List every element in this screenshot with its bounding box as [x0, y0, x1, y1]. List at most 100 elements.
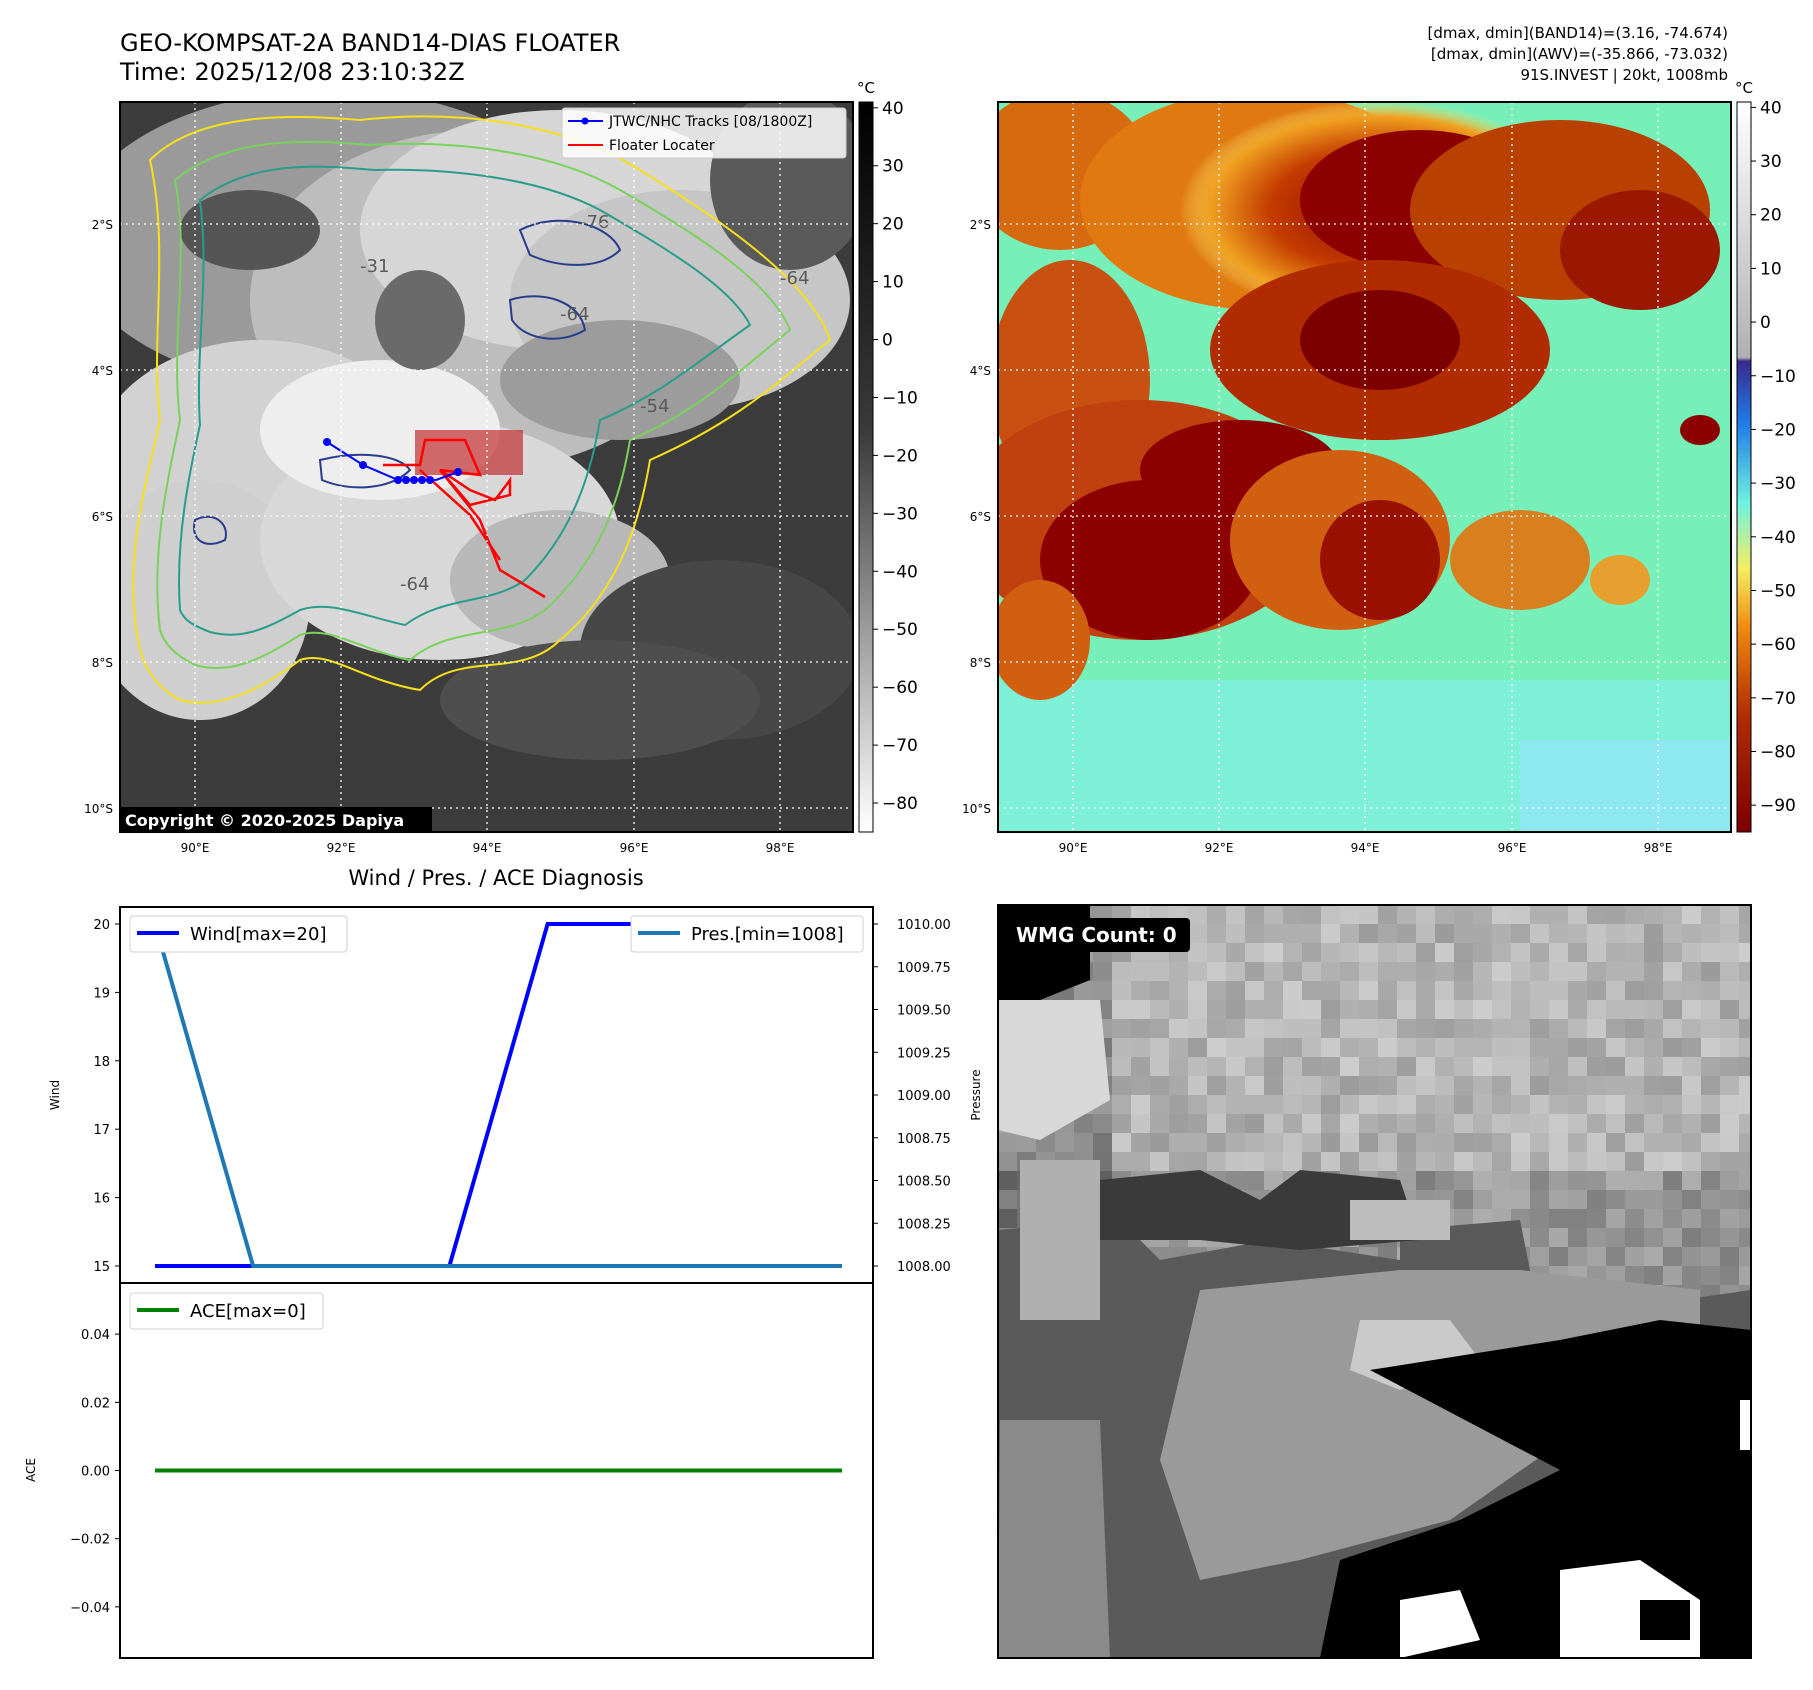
ace-axis-label: ACE — [24, 1458, 38, 1482]
svg-text:8°S: 8°S — [970, 656, 991, 670]
colorbar-tick-label: −90 — [1760, 796, 1796, 816]
ace-legend-label: ACE[max=0] — [190, 1301, 306, 1322]
diagnosis-title: Wind / Pres. / ACE Diagnosis — [348, 866, 643, 890]
pressure-tick-label: 1009.75 — [897, 961, 951, 976]
pressure-tick-label: 1008.00 — [897, 1260, 951, 1275]
ir-legend: JTWC/NHC Tracks [08/1800Z] Floater Locat… — [561, 107, 847, 159]
svg-text:4°S: 4°S — [92, 364, 113, 378]
svg-text:10°S: 10°S — [84, 802, 113, 816]
colorbar-tick-label: 40 — [1760, 98, 1782, 118]
svg-text:92°E: 92°E — [327, 841, 356, 855]
ace-tick-label: 0.00 — [81, 1465, 110, 1480]
colorbar-tick-label: −50 — [1760, 581, 1796, 601]
awv-lat-labels: 2°S 4°S 6°S 8°S 10°S — [962, 218, 991, 816]
pressure-tick-label: 1009.50 — [897, 1004, 951, 1019]
colorbar-tick-label: 10 — [1760, 259, 1782, 279]
legend-floater-label: Floater Locater — [609, 138, 715, 154]
colorbar-tick-label: 40 — [882, 99, 904, 119]
stats-awv: [dmax, dmin](AWV)=(-35.866, -73.032) — [1431, 45, 1728, 63]
svg-text:94°E: 94°E — [473, 841, 502, 855]
colorbar-tick-label: −20 — [882, 446, 918, 466]
svg-text:92°E: 92°E — [1205, 841, 1234, 855]
colorbar-tick-label: −40 — [882, 562, 918, 582]
colorbar-tick-label: −10 — [1760, 367, 1796, 387]
pressure-tick-label: 1009.25 — [897, 1046, 951, 1061]
stats-band14: [dmax, dmin](BAND14)=(3.16, -74.674) — [1428, 24, 1728, 42]
svg-text:-64: -64 — [400, 574, 429, 595]
colorbar-tick-label: −50 — [882, 620, 918, 640]
svg-text:-64: -64 — [560, 304, 589, 325]
ir-lon-labels: 90°E 92°E 94°E 96°E 98°E — [181, 841, 795, 855]
svg-text:-76: -76 — [580, 212, 609, 233]
pressure-legend-label: Pres.[min=1008] — [691, 924, 844, 945]
pressure-series-line — [153, 923, 842, 1268]
ace-legend: ACE[max=0] — [129, 1292, 324, 1330]
wind-tick-label: 17 — [93, 1123, 110, 1138]
ace-tick-label: −0.02 — [70, 1533, 110, 1548]
wind-tick-label: 16 — [93, 1192, 110, 1207]
wind-pressure-chart: 15 16 17 18 19 20 1008.00 1008.25 1008.50 1008.7… — [48, 906, 983, 1284]
svg-text:90°E: 90°E — [1059, 841, 1088, 855]
svg-text:6°S: 6°S — [970, 510, 991, 524]
jtwc-track — [323, 438, 462, 484]
svg-text:4°S: 4°S — [970, 364, 991, 378]
svg-text:10°S: 10°S — [962, 802, 991, 816]
colorbar-tick-label: −30 — [882, 504, 918, 524]
ir-lat-labels: 2°S 4°S 6°S 8°S 10°S — [84, 218, 113, 816]
colorbar-tick-label: −30 — [1760, 474, 1796, 494]
stats-storm: 91S.INVEST | 20kt, 1008mb — [1520, 66, 1728, 84]
ir-colorbar-unit: °C — [857, 79, 875, 97]
pressure-tick-label: 1010.00 — [897, 918, 951, 933]
pressure-tick-label: 1009.00 — [897, 1089, 951, 1104]
awv-colorbar: °C 40 30 20 10 0 −10 −20 −30 −40 −50 −60 −70 −80 −90 — [1735, 79, 1796, 833]
ir-map-panel: -76 -64 -54 -31 -64 -64 — [84, 79, 918, 855]
wmg-count-badge — [1006, 918, 1190, 952]
copyright-text: Copyright © 2020-2025 Dapiya — [125, 811, 404, 830]
colorbar-tick-label: 10 — [882, 273, 904, 293]
colorbar-tick-label: 0 — [882, 331, 893, 351]
awv-gridlines — [998, 102, 1731, 832]
wind-legend: Wind[max=20] — [129, 915, 348, 953]
svg-text:98°E: 98°E — [766, 841, 795, 855]
colorbar-tick-label: 20 — [1760, 206, 1782, 226]
colorbar-tick-label: 30 — [1760, 152, 1782, 172]
awv-map-panel: 2°S 4°S 6°S 8°S 10°S 90°E 92°E 94°E 96°E… — [962, 79, 1796, 855]
svg-text:-64: -64 — [780, 268, 809, 289]
colorbar-tick-label: −70 — [1760, 689, 1796, 709]
svg-text:96°E: 96°E — [620, 841, 649, 855]
figure-time: Time: 2025/12/08 23:10:32Z — [119, 58, 465, 86]
svg-text:90°E: 90°E — [181, 841, 210, 855]
wind-axis-label: Wind — [48, 1080, 62, 1110]
wmg-panel: WMG Count: 0 — [997, 904, 1752, 1659]
colorbar-tick-label: −40 — [1760, 528, 1796, 548]
svg-text:-54: -54 — [640, 396, 669, 417]
colorbar-tick-label: −80 — [882, 794, 918, 814]
svg-text:8°S: 8°S — [92, 656, 113, 670]
legend-track-label: JTWC/NHC Tracks [08/1800Z] — [608, 114, 812, 130]
figure-title: GEO-KOMPSAT-2A BAND14-DIAS FLOATER — [120, 29, 620, 57]
colorbar-tick-label: −60 — [882, 678, 918, 698]
awv-lon-labels: 90°E 92°E 94°E 96°E 98°E — [1059, 841, 1673, 855]
ace-tick-label: 0.04 — [81, 1328, 110, 1343]
svg-text:2°S: 2°S — [92, 218, 113, 232]
awv-colorbar-unit: °C — [1735, 79, 1753, 97]
wind-tick-label: 18 — [93, 1055, 110, 1070]
colorbar-tick-label: 0 — [1760, 313, 1771, 333]
floater-locator — [383, 430, 546, 599]
ir-gridlines — [120, 102, 853, 832]
pressure-axis-label: Pressure — [969, 1069, 983, 1120]
pressure-tick-label: 1008.50 — [897, 1175, 951, 1190]
awv-moisture-field — [998, 102, 1720, 700]
svg-text:-31: -31 — [360, 256, 389, 277]
colorbar-tick-label: −20 — [1760, 420, 1796, 440]
colorbar-tick-label: 30 — [882, 157, 904, 177]
svg-text:94°E: 94°E — [1351, 841, 1380, 855]
wmg-count-label: WMG Count: 0 — [1016, 923, 1177, 947]
colorbar-tick-label: 20 — [882, 215, 904, 235]
pressure-tick-label: 1008.25 — [897, 1217, 951, 1232]
svg-text:96°E: 96°E — [1498, 841, 1527, 855]
colorbar-tick-label: −70 — [882, 736, 918, 756]
colorbar-tick-label: −80 — [1760, 742, 1796, 762]
ir-cloud-field — [120, 102, 853, 760]
wind-tick-label: 20 — [93, 918, 110, 933]
